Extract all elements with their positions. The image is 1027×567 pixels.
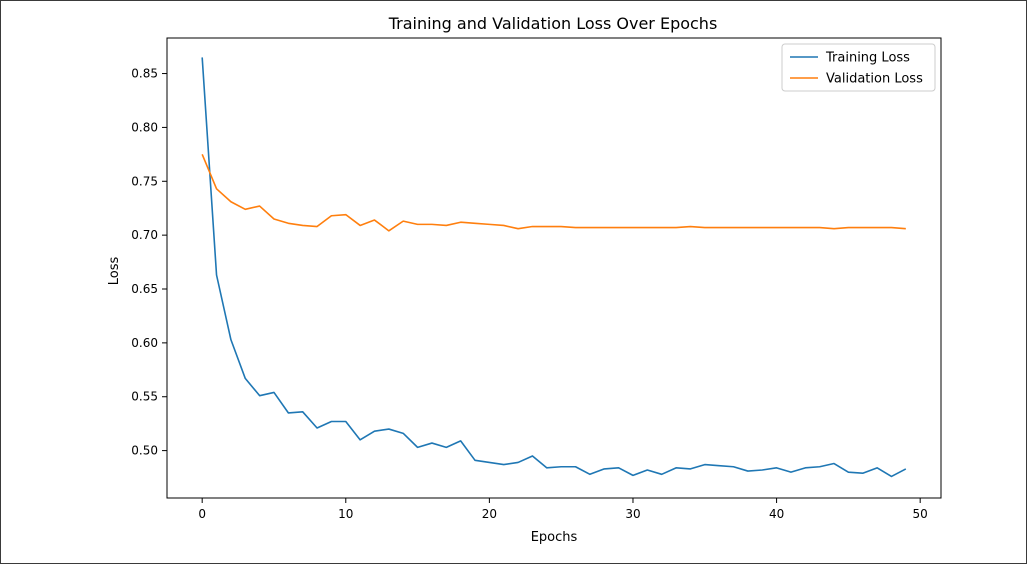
legend-label: Validation Loss bbox=[826, 72, 923, 87]
legend: Training Loss Validation Loss bbox=[781, 43, 936, 92]
plot-area bbox=[201, 57, 907, 478]
y-tick-label: 0.60 bbox=[131, 336, 158, 350]
x-tick-label: 30 bbox=[625, 507, 640, 521]
legend-box bbox=[781, 43, 936, 92]
y-axis-label: Loss bbox=[107, 257, 122, 286]
x-axis-label: Epochs bbox=[531, 530, 578, 545]
series-line-validation-loss bbox=[201, 154, 906, 232]
y-tick-label: 0.65 bbox=[131, 282, 158, 296]
y-tick-label: 0.70 bbox=[131, 228, 158, 242]
y-tick-label: 0.50 bbox=[131, 444, 158, 458]
x-tick-label: 20 bbox=[482, 507, 497, 521]
x-tick-label: 40 bbox=[769, 507, 784, 521]
series-line-training-loss bbox=[201, 57, 907, 478]
x-tick-label: 10 bbox=[338, 507, 353, 521]
chart-title: Training and Validation Loss Over Epochs bbox=[388, 14, 718, 33]
x-tick-label: 50 bbox=[913, 507, 928, 521]
x-tick-label: 0 bbox=[198, 507, 206, 521]
y-tick-label: 0.85 bbox=[131, 67, 158, 81]
legend-label: Training Loss bbox=[825, 51, 910, 66]
y-tick-label: 0.75 bbox=[131, 174, 158, 188]
y-tick-label: 0.55 bbox=[131, 390, 158, 404]
y-tick-label: 0.80 bbox=[131, 120, 158, 134]
axes-frame bbox=[166, 37, 942, 499]
